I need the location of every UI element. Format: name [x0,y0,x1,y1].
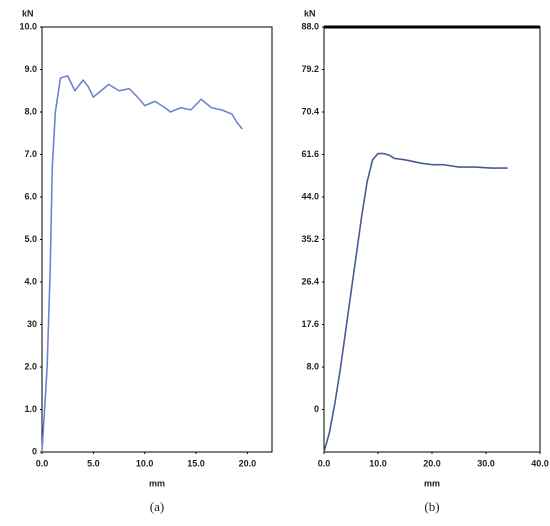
y-tick-label: 0 [32,446,37,456]
y-tick-label: 61.6 [301,149,319,159]
y-tick-label: 2.0 [24,361,37,371]
y-tick-label: 79.2 [301,64,319,74]
y-tick-label: 26.4 [301,276,319,286]
y-tick-label: 0 [314,404,319,414]
caption: (b) [424,499,439,514]
y-tick-label: 7.0 [24,149,37,159]
plot-frame [41,26,273,453]
y-tick-label: 6.0 [24,191,37,201]
x-axis-label: mm [149,478,165,488]
x-tick-label: 0.0 [36,458,49,468]
y-tick-label: 9.0 [24,64,37,74]
x-tick-label: 5.0 [87,458,100,468]
y-tick-label: 5.0 [24,234,37,244]
x-tick-label: 10.0 [369,458,387,468]
caption: (a) [150,499,164,514]
x-tick-label: 40.0 [531,458,549,468]
y-tick-label: 88.0 [301,21,319,31]
y-axis-label: kN [22,8,34,18]
y-tick-label: 10.0 [19,21,37,31]
y-tick-label: 17.6 [301,319,319,329]
y-tick-label: 30 [27,319,37,329]
x-tick-label: 20.0 [239,458,257,468]
data-line [41,75,243,453]
y-tick-label: 44.0 [301,191,319,201]
x-tick-label: 10.0 [136,458,154,468]
x-tick-label: 15.0 [187,458,205,468]
y-tick-label: 4.0 [24,276,37,286]
y-tick-label: 70.4 [301,106,319,116]
y-tick-label: 1.0 [24,404,37,414]
x-axis-label: mm [424,478,440,488]
data-line [323,152,508,453]
y-tick-label: 8.0 [24,106,37,116]
x-tick-label: 30.0 [477,458,495,468]
y-tick-label: 35.2 [301,234,319,244]
y-tick-label: 8.0 [306,361,319,371]
y-axis-label: kN [304,8,316,18]
x-tick-label: 20.0 [423,458,441,468]
x-tick-label: 0.0 [318,458,331,468]
plot-frame [323,26,541,453]
